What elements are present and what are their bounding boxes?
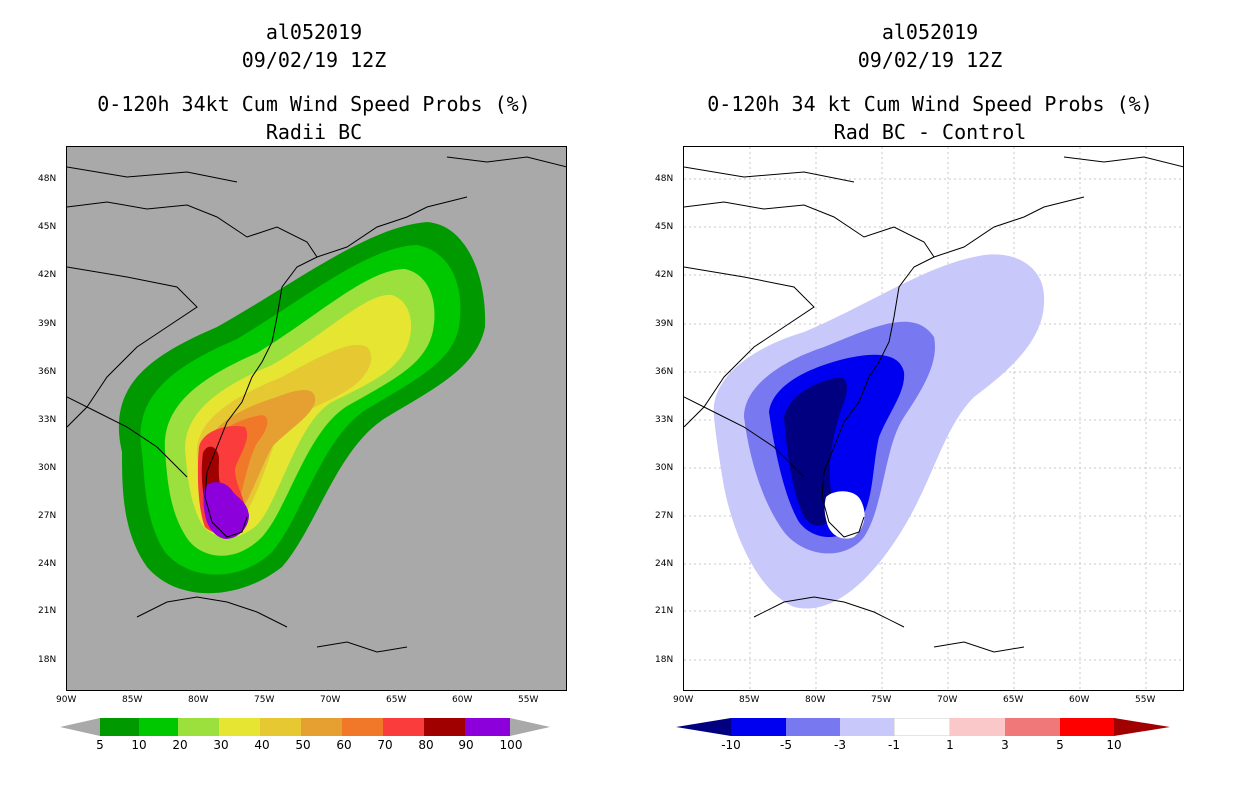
right-cbar-label-m5: -5 xyxy=(780,738,792,752)
right-cbar-label-10: 10 xyxy=(1106,738,1122,752)
right-cbar-2 xyxy=(786,718,840,736)
right-cbar-3 xyxy=(840,718,894,736)
right-map-panel xyxy=(683,146,1184,691)
right-lon-70: 70W xyxy=(937,695,958,705)
right-cbar-5 xyxy=(950,718,1005,736)
right-lon-55: 55W xyxy=(1135,695,1156,705)
right-lon-75: 75W xyxy=(871,695,892,705)
right-cbar-1 xyxy=(731,718,786,736)
left-cbar-label-40: 40 xyxy=(254,738,270,752)
left-lat-24: 24N xyxy=(38,559,57,569)
right-cbar-label-3: 3 xyxy=(1001,738,1009,752)
left-lon-75: 75W xyxy=(254,695,275,705)
left-title: 0-120h 34kt Cum Wind Speed Probs (%) xyxy=(97,92,531,116)
right-lon-80: 80W xyxy=(805,695,826,705)
left-cbar-2 xyxy=(139,718,178,736)
left-datetime: 09/02/19 12Z xyxy=(241,48,387,72)
left-lat-18: 18N xyxy=(38,655,57,665)
right-cbar-label-1: 1 xyxy=(946,738,954,752)
left-cbar-5 xyxy=(260,718,301,736)
diff-minus-10 xyxy=(784,377,847,526)
left-subtitle: Radii BC xyxy=(265,120,363,144)
right-lon-60: 60W xyxy=(1069,695,1090,705)
left-storm-id: al052019 xyxy=(265,20,363,44)
right-lat-18: 18N xyxy=(655,655,674,665)
right-colorbar xyxy=(676,718,1170,736)
right-lat-21: 21N xyxy=(655,606,674,616)
right-lon-65: 65W xyxy=(1003,695,1024,705)
right-title: 0-120h 34 kt Cum Wind Speed Probs (%) xyxy=(707,92,1153,116)
left-lon-65: 65W xyxy=(386,695,407,705)
right-lat-24: 24N xyxy=(655,559,674,569)
coastlines xyxy=(67,156,566,653)
left-cbar-4 xyxy=(219,718,260,736)
right-lat-36: 36N xyxy=(655,367,674,377)
right-cbar-label-m1: -1 xyxy=(888,738,900,752)
left-cbar-label-30: 30 xyxy=(213,738,229,752)
right-cbar-over xyxy=(1114,718,1170,736)
right-lat-33: 33N xyxy=(655,415,674,425)
left-map xyxy=(67,156,566,653)
left-lat-36: 36N xyxy=(38,367,57,377)
left-cbar-label-10: 10 xyxy=(131,738,147,752)
left-lon-55: 55W xyxy=(518,695,539,705)
right-lat-30: 30N xyxy=(655,463,674,473)
left-lon-60: 60W xyxy=(452,695,473,705)
left-cbar-label-70: 70 xyxy=(377,738,393,752)
coastlines-right xyxy=(684,156,1183,653)
left-cbar-label-20: 20 xyxy=(172,738,188,752)
left-lon-85: 85W xyxy=(122,695,143,705)
right-cbar-under xyxy=(676,718,731,736)
left-cbar-9 xyxy=(424,718,465,736)
diff-zero xyxy=(824,491,865,539)
right-cbar-label-5: 5 xyxy=(1056,738,1064,752)
left-cbar-label-90: 90 xyxy=(458,738,474,752)
left-lat-21: 21N xyxy=(38,606,57,616)
left-colorbar xyxy=(60,718,550,736)
left-lon-70: 70W xyxy=(320,695,341,705)
left-cbar-8 xyxy=(383,718,424,736)
left-lon-80: 80W xyxy=(188,695,209,705)
left-lat-30: 30N xyxy=(38,463,57,473)
left-map-panel xyxy=(66,146,567,691)
right-lon-90: 90W xyxy=(673,695,694,705)
right-storm-id: al052019 xyxy=(881,20,979,44)
right-cbar-6 xyxy=(1005,718,1060,736)
left-cbar-label-80: 80 xyxy=(418,738,434,752)
left-cbar-1 xyxy=(100,718,139,736)
right-datetime: 09/02/19 12Z xyxy=(857,48,1003,72)
right-subtitle: Rad BC - Control xyxy=(833,120,1027,144)
right-lat-42: 42N xyxy=(655,270,674,280)
left-lat-33: 33N xyxy=(38,415,57,425)
right-lon-85: 85W xyxy=(739,695,760,705)
right-map xyxy=(684,147,1183,690)
left-cbar-6 xyxy=(301,718,342,736)
left-cbar-label-5: 5 xyxy=(96,738,104,752)
left-cbar-label-60: 60 xyxy=(336,738,352,752)
right-cbar-label-m3: -3 xyxy=(834,738,846,752)
left-cbar-label-100: 100 xyxy=(499,738,523,752)
right-lat-48: 48N xyxy=(655,174,674,184)
left-lat-48: 48N xyxy=(38,174,57,184)
left-lat-27: 27N xyxy=(38,511,57,521)
left-cbar-under xyxy=(60,718,100,736)
left-cbar-10 xyxy=(465,718,510,736)
left-lat-39: 39N xyxy=(38,319,57,329)
left-cbar-7 xyxy=(342,718,383,736)
right-lat-45: 45N xyxy=(655,222,674,232)
left-cbar-3 xyxy=(178,718,219,736)
right-cbar-7 xyxy=(1060,718,1114,736)
right-lat-27: 27N xyxy=(655,511,674,521)
right-cbar-4 xyxy=(893,718,951,736)
left-lat-45: 45N xyxy=(38,222,57,232)
left-cbar-over xyxy=(510,718,550,736)
right-cbar-label-m10: -10 xyxy=(721,738,741,752)
left-cbar-label-50: 50 xyxy=(295,738,311,752)
left-lon-90: 90W xyxy=(56,695,77,705)
left-lat-42: 42N xyxy=(38,270,57,280)
right-lat-39: 39N xyxy=(655,319,674,329)
